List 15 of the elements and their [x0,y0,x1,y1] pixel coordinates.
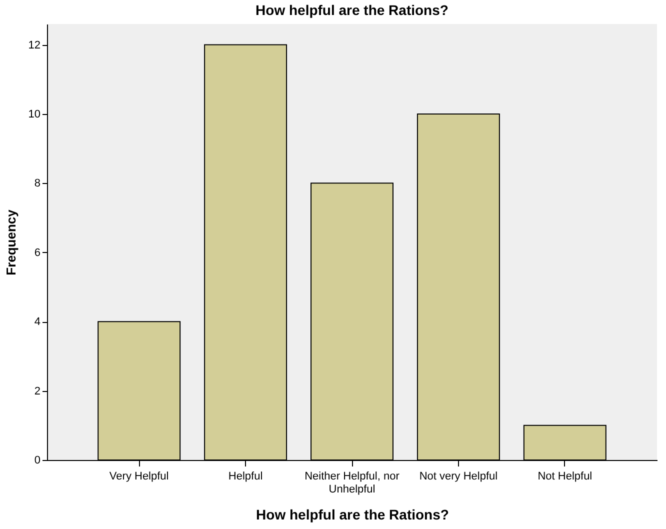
y-tick-label: 6 [34,246,40,259]
chart-title: How helpful are the Rations? [256,2,448,18]
y-tick-label: 10 [28,108,40,120]
x-tick-label: Not very Helpful [419,470,498,482]
x-tick-label: Very Helpful [109,470,169,482]
y-tick-label: 4 [34,316,40,328]
x-tick-label: Not Helpful [538,470,592,482]
y-tick-label: 2 [34,385,40,398]
y-axis-title: Frequency [3,208,18,276]
x-tick-label: Helpful [228,470,263,482]
x-tick-label: Neither Helpful, nor Unhelpful [304,470,400,496]
y-tick-label: 12 [28,39,40,52]
x-axis-title: How helpful are the Rations? [256,506,449,522]
y-tick-label: 8 [34,178,40,190]
y-tick-label: 0 [34,454,40,466]
